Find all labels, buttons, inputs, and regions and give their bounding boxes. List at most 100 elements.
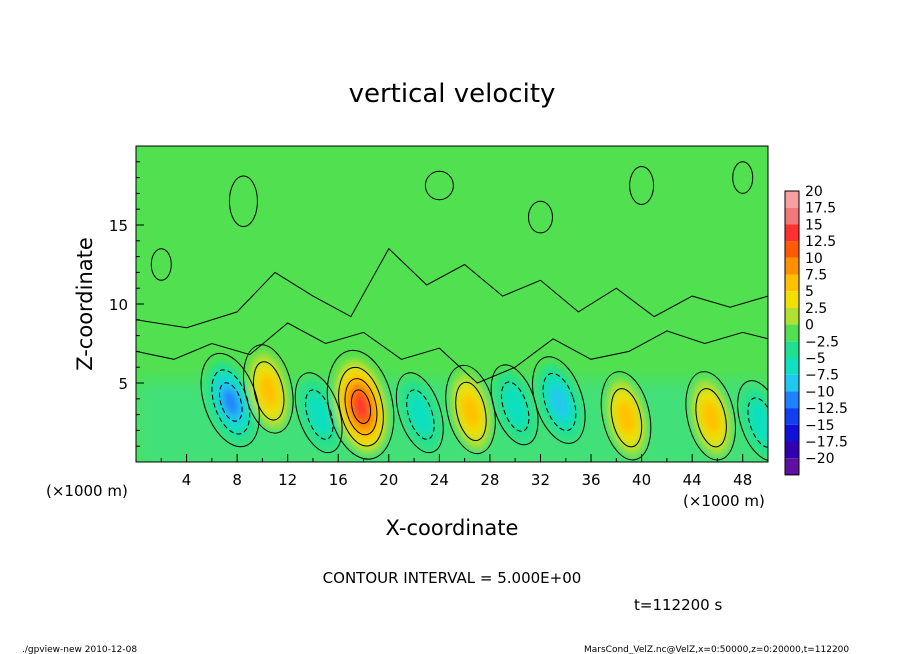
colorbar-label: 0 [805, 318, 814, 334]
colorbar-label: −7.5 [805, 368, 839, 384]
contour-negative [211, 369, 251, 435]
colorbar-swatch [785, 324, 799, 342]
colorbar-swatch [785, 441, 799, 459]
x-tick-label: 28 [480, 471, 499, 489]
contour-zero [629, 166, 655, 205]
colorbar-swatch [785, 257, 799, 275]
field-blob [307, 393, 331, 436]
contour-zero [150, 248, 172, 281]
y-unit-label: (×1000 m) [683, 492, 765, 510]
contour-positive [350, 389, 372, 425]
colorbar-swatch [785, 224, 799, 242]
colorbar-swatch [785, 274, 799, 292]
contour-zero [228, 175, 258, 228]
field-blob [408, 393, 432, 436]
x-tick-label: 8 [232, 471, 242, 489]
field-blob [260, 374, 278, 408]
colorbar-label: 17.5 [805, 201, 836, 217]
field-blob [222, 388, 239, 416]
colorbar-frame [784, 190, 800, 476]
contour-positive [338, 366, 384, 447]
contour-zero [532, 356, 586, 444]
y-tick-label: 15 [109, 217, 128, 235]
colorbar-label: 20 [805, 184, 823, 200]
time-label: t=112200 s [634, 596, 722, 614]
x-tick-label: 32 [531, 471, 550, 489]
colorbar-swatch [785, 391, 799, 409]
contour-positive [252, 361, 285, 421]
x-tick-label: 40 [632, 471, 651, 489]
colorbar-swatch [785, 241, 799, 258]
contour-negative [305, 389, 334, 440]
x-tick-label: 20 [379, 471, 398, 489]
colorbar-label: −15 [805, 418, 835, 434]
x-tick-label: 12 [278, 471, 297, 489]
colorbar-label: 2.5 [805, 301, 827, 317]
y-tick-label: 10 [109, 296, 128, 314]
contour-negative [500, 381, 530, 432]
contour-zero [136, 247, 768, 329]
field-blob [354, 395, 368, 418]
colorbar-swatch [785, 341, 799, 358]
colorbar-label: −17.5 [805, 435, 848, 451]
contour-zero [136, 322, 768, 384]
x-tick-label: 4 [182, 471, 192, 489]
x-axis-label: X-coordinate [386, 516, 519, 540]
contour-zero [294, 372, 343, 454]
colorbar-label: 12.5 [805, 234, 836, 250]
contour-zero [737, 380, 768, 461]
x-tick-label: 24 [430, 471, 449, 489]
contour-zero [600, 371, 652, 461]
colorbar-swatch [785, 358, 799, 375]
colorbar-label: 10 [805, 251, 823, 267]
colorbar-swatch [785, 408, 799, 425]
field-blob [503, 385, 527, 428]
y-axis-label: Z-coordinate [73, 237, 97, 371]
footer-source: MarsCond_VelZ.nc@VelZ,x=0:50000,z=0:2000… [584, 645, 849, 654]
contour-zero [200, 352, 260, 448]
colorbar-label: −5 [805, 351, 826, 367]
colorbar-label: −20 [805, 451, 835, 467]
x-tick-label: 36 [581, 471, 600, 489]
colorbar-label: 7.5 [805, 268, 827, 284]
contour-zero [326, 349, 395, 460]
contour-negative [542, 372, 577, 431]
field-blob [617, 401, 636, 435]
contour-zero [243, 344, 294, 434]
contour-positive [610, 388, 643, 448]
contour-zero [732, 161, 754, 194]
colorbar-swatch [785, 424, 799, 442]
colorbar-swatch [785, 458, 799, 475]
colorbar-swatch [785, 291, 799, 308]
colorbar-swatch [785, 307, 799, 325]
field-blob [702, 401, 720, 435]
contour-positive [455, 381, 487, 442]
contour-interval: CONTOUR INTERVAL = 5.000E+00 [323, 569, 582, 587]
x-unit-label: (×1000 m) [46, 482, 128, 500]
colorbar-label: −10 [805, 384, 835, 400]
contour-zero [527, 200, 553, 234]
field-blob [550, 385, 569, 419]
x-tick-label: 48 [733, 471, 752, 489]
field-blob [462, 395, 480, 428]
colorbar-label: −12.5 [805, 401, 848, 417]
colorbar-label: −2.5 [805, 334, 839, 350]
colorbar-swatch [785, 374, 799, 392]
contour-negative [218, 382, 243, 422]
contour-zero [685, 371, 736, 461]
contour-zero [395, 372, 444, 454]
x-tick-label: 16 [329, 471, 348, 489]
field-blob [750, 401, 768, 444]
colorbar: 2017.51512.5107.552.50−2.5−5−7.5−10−12.5… [784, 184, 848, 476]
colorbar-label: 15 [805, 217, 823, 233]
plot-area [136, 146, 768, 462]
contour-positive [344, 378, 378, 436]
footer-program: ./gpview-new 2010-12-08 [22, 645, 137, 654]
colorbar-swatch [785, 191, 799, 208]
contour-negative [747, 397, 768, 448]
colorbar-swatch [785, 207, 799, 225]
colorbar-label: 5 [805, 284, 814, 300]
chart-title: vertical velocity [349, 79, 556, 109]
y-tick-label: 5 [118, 375, 128, 393]
